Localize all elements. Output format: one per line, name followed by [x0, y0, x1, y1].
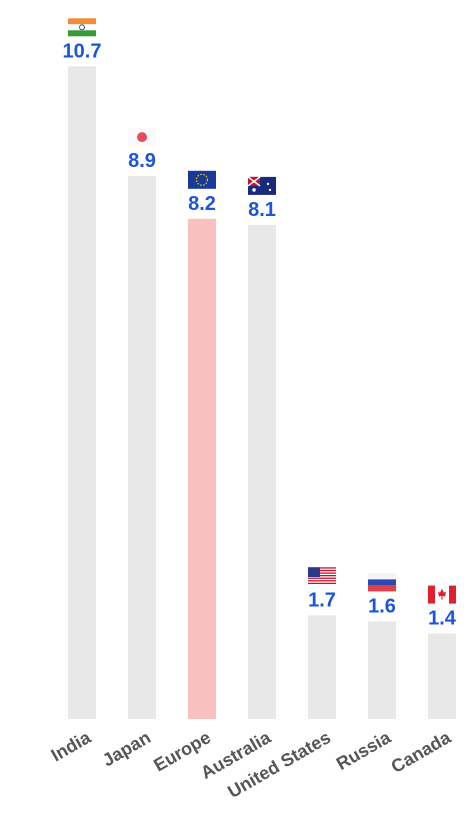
flag-part — [308, 580, 336, 582]
flag-part — [308, 569, 336, 572]
x-tick-label: Russia — [333, 727, 395, 774]
x-tick-label: United States — [224, 727, 334, 802]
value-label: 10.7 — [63, 40, 102, 62]
flag-part — [368, 585, 396, 592]
bar — [128, 176, 156, 720]
value-label: 8.9 — [128, 150, 156, 172]
bar — [368, 621, 396, 719]
bar — [68, 66, 96, 720]
flag — [128, 128, 156, 147]
flag-part — [308, 577, 336, 579]
flag-part — [308, 575, 336, 577]
bar — [308, 615, 336, 719]
flag — [308, 567, 336, 585]
value-label: 8.2 — [188, 193, 216, 215]
bar — [248, 224, 276, 719]
flag-part — [428, 585, 435, 604]
flag-part — [247, 176, 261, 187]
value-label: 1.7 — [308, 589, 336, 611]
flag-part — [68, 30, 96, 37]
flag-part — [368, 579, 396, 586]
flag-part — [449, 585, 456, 604]
flag-part — [188, 170, 216, 189]
bar — [188, 218, 216, 720]
flag — [68, 18, 96, 37]
flag-part — [68, 18, 96, 25]
x-tick-label: India — [48, 727, 95, 766]
flag — [247, 176, 276, 195]
flag-part — [308, 567, 336, 569]
flag-part — [308, 567, 320, 577]
flag — [428, 585, 456, 604]
value-label: 1.4 — [428, 608, 457, 630]
flag — [368, 573, 396, 592]
flag-part — [68, 24, 96, 31]
x-tick-label: Canada — [388, 727, 455, 777]
x-tick-label: Japan — [99, 727, 154, 770]
value-label: 1.6 — [368, 595, 396, 617]
value-label: 8.1 — [248, 199, 276, 221]
flag-part — [308, 582, 336, 585]
flag-part — [438, 588, 446, 597]
flag-part — [195, 173, 209, 186]
flag — [188, 170, 216, 189]
flag-part — [79, 24, 85, 31]
flag-part — [266, 182, 270, 186]
flag-part — [137, 132, 147, 143]
flag-part — [368, 573, 396, 580]
flag-part — [441, 595, 443, 600]
flag-part — [308, 572, 336, 574]
bar — [428, 633, 456, 719]
flag-part — [268, 188, 272, 192]
flag-part — [252, 188, 256, 192]
